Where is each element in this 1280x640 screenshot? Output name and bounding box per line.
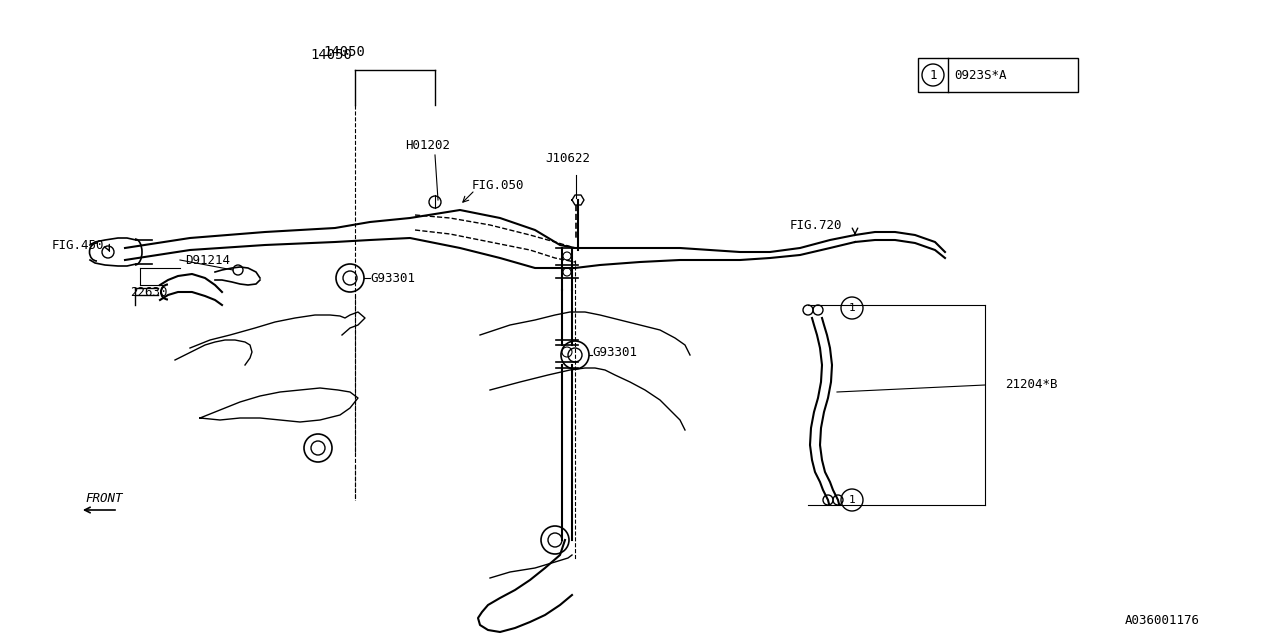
Text: 1: 1: [849, 303, 855, 313]
Bar: [918, 58, 1078, 92]
Text: 14050: 14050: [323, 45, 365, 59]
Text: G93301: G93301: [593, 346, 637, 358]
Text: 14050: 14050: [310, 48, 352, 62]
Text: FRONT: FRONT: [84, 492, 123, 504]
Text: FIG.050: FIG.050: [472, 179, 525, 191]
Text: 1: 1: [929, 68, 937, 81]
Text: FIG.450: FIG.450: [52, 239, 105, 252]
Text: 0923S*A: 0923S*A: [954, 68, 1006, 81]
Text: D91214: D91214: [186, 253, 230, 266]
Text: 22630: 22630: [131, 285, 168, 298]
Text: 1: 1: [849, 495, 855, 505]
Text: G93301: G93301: [370, 271, 415, 285]
Text: FIG.720: FIG.720: [790, 218, 842, 232]
Text: 21204*B: 21204*B: [1005, 378, 1057, 392]
Text: H01202: H01202: [404, 138, 451, 152]
Text: J10622: J10622: [545, 152, 590, 164]
Text: A036001176: A036001176: [1125, 614, 1201, 627]
